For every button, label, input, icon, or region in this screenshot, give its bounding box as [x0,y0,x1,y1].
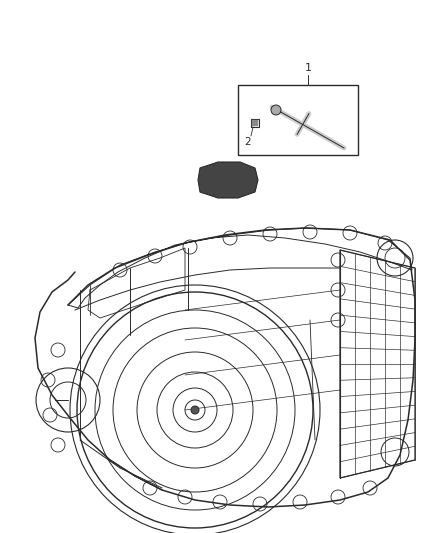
Circle shape [271,105,281,115]
Circle shape [191,406,199,414]
Text: 2: 2 [245,137,251,147]
Polygon shape [252,120,258,126]
Text: 1: 1 [304,63,311,73]
Polygon shape [198,162,258,198]
